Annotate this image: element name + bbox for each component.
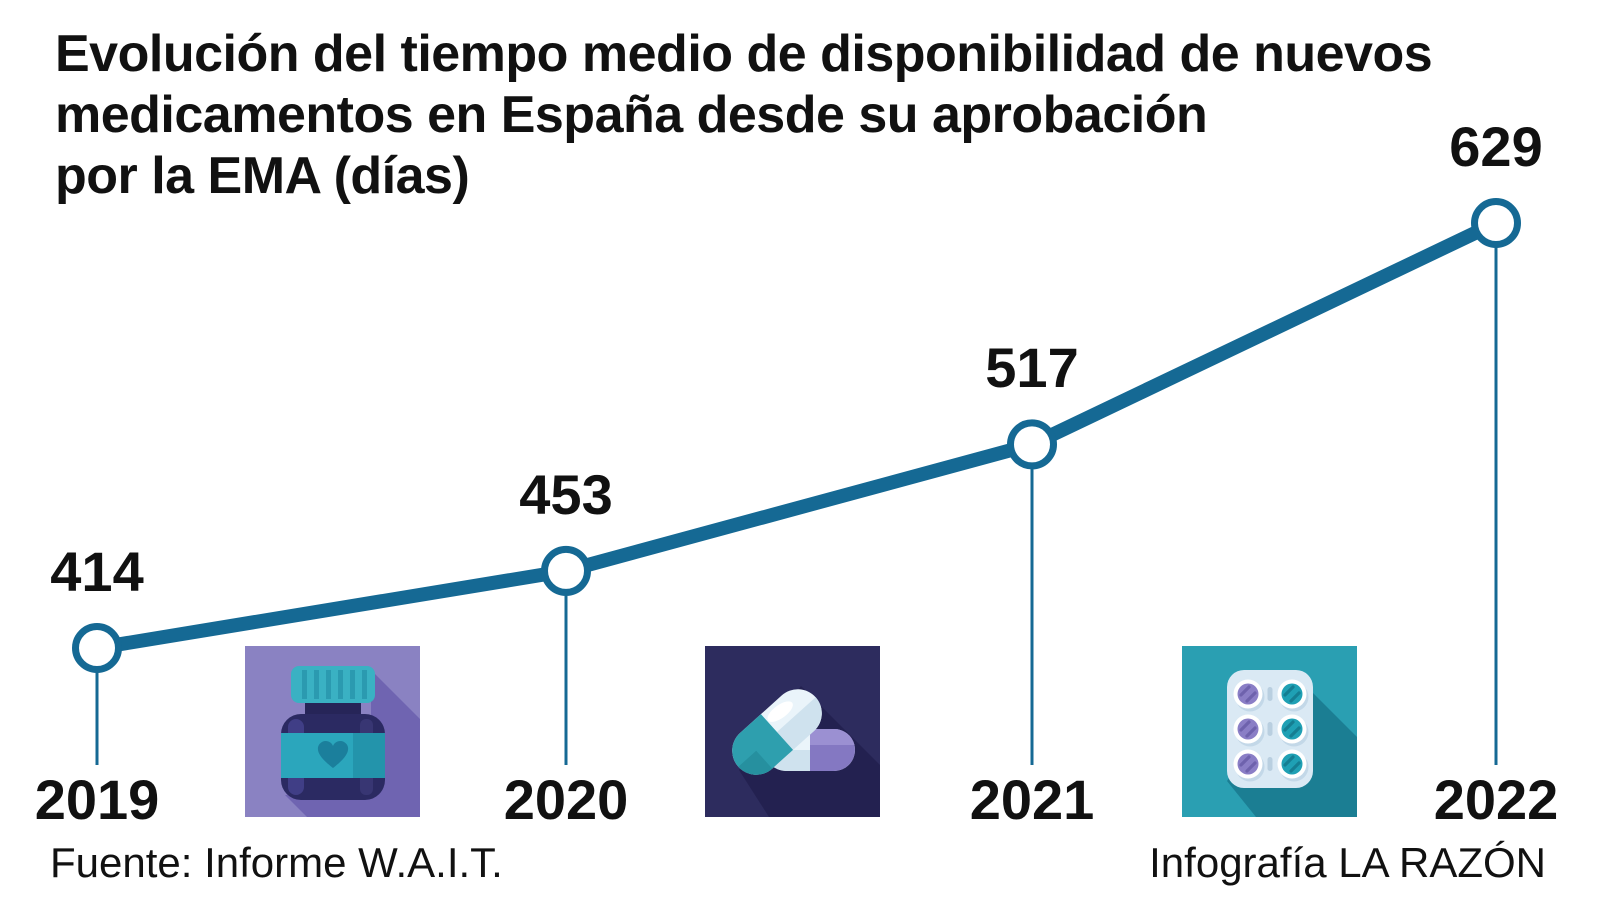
value-label: 414	[50, 540, 144, 603]
year-label: 2020	[503, 768, 629, 831]
value-label: 453	[519, 462, 613, 526]
year-label: 2019	[34, 768, 160, 831]
year-label: 2022	[1433, 768, 1559, 831]
blister-pills-teal	[1277, 679, 1309, 782]
chart-title: Evolución del tiempo medio de disponibil…	[55, 24, 1433, 207]
chart-title-line-3: por la EMA (días)	[55, 147, 470, 205]
capsule-tilted	[732, 689, 822, 775]
blister-pills-purple	[1233, 679, 1265, 782]
value-label: 629	[1449, 115, 1543, 178]
capsules-icon	[705, 646, 880, 817]
value-label: 517	[985, 336, 1079, 400]
credit-note: Infografía LA RAZÓN	[1149, 839, 1546, 886]
chart-title-line-1: Evolución del tiempo medio de disponibil…	[55, 25, 1433, 83]
chart-title-line-2: medicamentos en España desde su aprobaci…	[55, 86, 1208, 144]
year-label: 2021	[969, 768, 1095, 831]
blister-pack-icon	[1182, 646, 1357, 817]
source-note: Fuente: Informe W.A.I.T.	[50, 839, 503, 886]
pill-bottle-icon	[245, 646, 420, 817]
data-point-marker	[1471, 198, 1521, 248]
data-point-marker	[541, 545, 591, 596]
data-point-marker	[1007, 419, 1057, 470]
data-point-marker	[72, 623, 122, 673]
trend-line	[95, 216, 1500, 655]
